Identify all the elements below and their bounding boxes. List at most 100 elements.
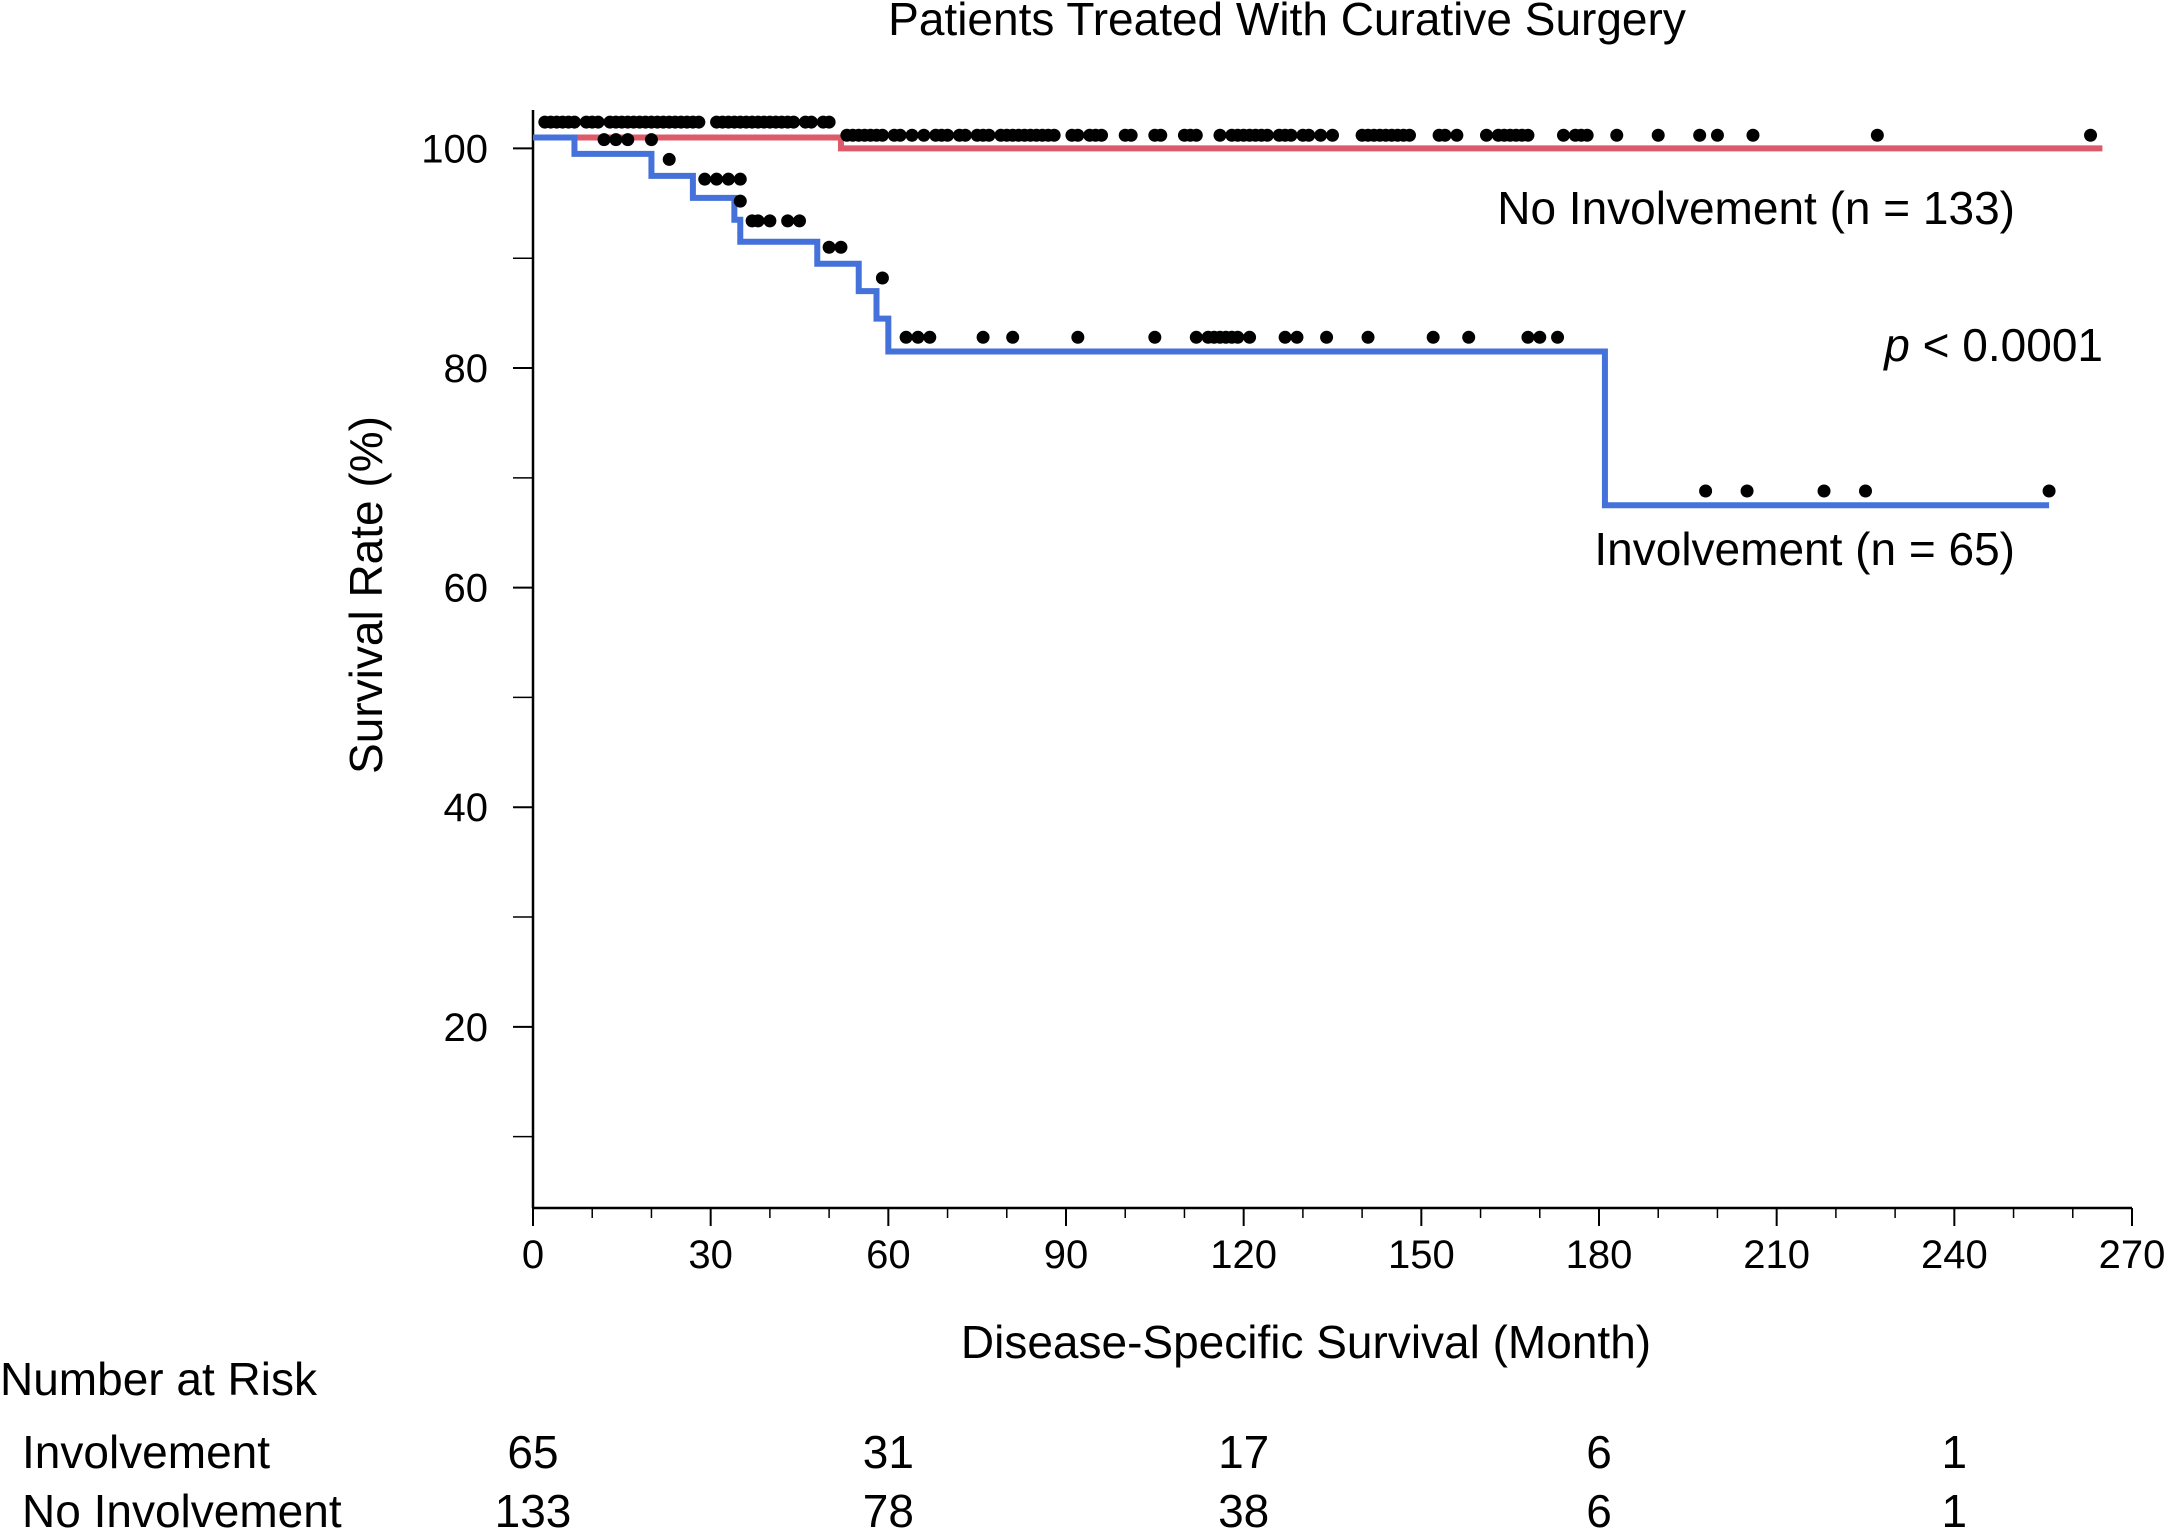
censor-dot-involvement <box>1699 484 1713 498</box>
x-tick-label: 270 <box>2099 1233 2165 1277</box>
censor-dot-no-involvement <box>787 115 801 129</box>
censor-dot-no-involvement <box>1314 128 1328 142</box>
censor-dot-no-involvement <box>893 128 907 142</box>
censor-dot-involvement <box>2042 484 2056 498</box>
censor-dot-involvement <box>597 133 611 147</box>
censor-dot-no-involvement <box>1124 128 1138 142</box>
x-tick-label: 240 <box>1921 1233 1988 1277</box>
censor-dot-involvement <box>781 214 795 228</box>
censor-dot-involvement <box>1148 330 1162 344</box>
censor-dot-no-involvement <box>875 128 889 142</box>
y-tick-label: 20 <box>444 1006 489 1050</box>
censor-dot-involvement <box>1320 330 1334 344</box>
risk-value: 17 <box>1218 1426 1269 1478</box>
censor-dot-involvement <box>1817 484 1831 498</box>
censor-dot-no-involvement <box>1260 128 1274 142</box>
censor-dot-no-involvement <box>1870 128 1884 142</box>
survival-curves <box>533 134 2103 509</box>
censor-dot-involvement <box>751 214 765 228</box>
censor-dot-involvement <box>1533 330 1547 344</box>
censor-dot-involvement <box>1231 330 1245 344</box>
censor-dot-no-involvement <box>1693 128 1707 142</box>
censor-dot-involvement <box>875 271 889 285</box>
series-label-no-involvement: No Involvement (n = 133) <box>1497 182 2015 234</box>
censor-dot-involvement <box>1071 330 1085 344</box>
y-tick-label: 40 <box>444 786 489 830</box>
x-axis-label: Disease-Specific Survival (Month) <box>961 1316 1651 1368</box>
y-ticks: 20 40 60 80 100 <box>421 127 533 1138</box>
risk-row-label: No Involvement <box>22 1485 342 1532</box>
censor-dot-involvement <box>899 330 913 344</box>
chart-title: Patients Treated With Curative Surgery <box>888 0 1686 45</box>
censor-dot-involvement <box>1189 330 1203 344</box>
censor-dot-no-involvement <box>2084 128 2098 142</box>
censor-dot-no-involvement <box>1438 128 1452 142</box>
censor-dot-involvement <box>710 172 724 186</box>
censor-dot-involvement <box>822 240 836 254</box>
censor-dot-no-involvement <box>822 115 836 129</box>
y-axis-label: Survival Rate (%) <box>340 416 392 774</box>
censor-dot-no-involvement <box>1580 128 1594 142</box>
x-tick-label: 210 <box>1743 1233 1810 1277</box>
p-value-text: < 0.0001 <box>1910 319 2103 371</box>
censor-dot-no-involvement <box>1189 128 1203 142</box>
x-tick-label: 30 <box>688 1233 733 1277</box>
censor-dot-involvement <box>911 330 925 344</box>
risk-row-label: Involvement <box>22 1426 270 1478</box>
censor-dot-no-involvement <box>958 128 972 142</box>
censor-dot-involvement <box>793 214 806 228</box>
risk-value: 1 <box>1942 1426 1968 1478</box>
risk-table-title: Number at Risk <box>0 1353 318 1405</box>
censor-dot-no-involvement <box>1047 128 1061 142</box>
censor-dot-no-involvement <box>1284 128 1298 142</box>
censor-dot-involvement <box>1551 330 1565 344</box>
censor-dot-no-involvement <box>982 128 996 142</box>
x-tick-label: 0 <box>522 1233 544 1277</box>
censor-dot-no-involvement <box>1450 128 1464 142</box>
y-tick-label: 60 <box>444 567 489 611</box>
censor-dot-no-involvement <box>591 115 605 129</box>
y-tick-label: 80 <box>444 347 489 391</box>
censor-dot-involvement <box>733 172 747 186</box>
censor-dot-no-involvement <box>804 115 818 129</box>
censor-dot-involvement <box>923 330 937 344</box>
censor-dot-no-involvement <box>1746 128 1760 142</box>
risk-value: 1 <box>1942 1485 1968 1532</box>
censor-dot-involvement <box>1740 484 1754 498</box>
censor-dot-involvement <box>644 133 658 147</box>
p-value-symbol: p <box>1882 319 1910 371</box>
curve-no-involvement <box>533 134 2103 152</box>
risk-table: Involvement 65 31 17 6 1 No Involvement 133 78 38… <box>22 1426 1967 1532</box>
x-tick-label: 90 <box>1044 1233 1089 1277</box>
censor-dot-involvement <box>1290 330 1304 344</box>
censor-dot-no-involvement <box>1071 128 1085 142</box>
censor-dot-involvement <box>621 133 635 147</box>
censor-marks <box>538 115 2098 498</box>
curve-involvement <box>533 134 2050 509</box>
censor-dot-involvement <box>976 330 990 344</box>
censor-dot-involvement <box>1243 330 1257 344</box>
risk-value: 6 <box>1586 1426 1612 1478</box>
censor-dot-involvement <box>834 240 848 254</box>
x-tick-label: 180 <box>1566 1233 1633 1277</box>
censor-dot-involvement <box>1426 330 1440 344</box>
censor-dot-no-involvement <box>692 115 706 129</box>
censor-dot-no-involvement <box>1154 128 1168 142</box>
censor-dot-no-involvement <box>1521 128 1535 142</box>
risk-value: 78 <box>863 1485 914 1532</box>
censor-dot-no-involvement <box>905 128 919 142</box>
censor-dot-involvement <box>1006 330 1020 344</box>
y-tick-label: 100 <box>421 127 488 171</box>
censor-dot-involvement <box>1462 330 1476 344</box>
censor-dot-no-involvement <box>567 115 581 129</box>
risk-value: 65 <box>507 1426 558 1478</box>
p-value-annotation: p < 0.0001 <box>1882 319 2103 371</box>
x-tick-label: 120 <box>1210 1233 1277 1277</box>
risk-value: 6 <box>1586 1485 1612 1532</box>
censor-dot-involvement <box>733 194 747 208</box>
censor-dot-no-involvement <box>1326 128 1339 142</box>
censor-dot-involvement <box>609 133 623 147</box>
axes <box>531 110 2132 1210</box>
